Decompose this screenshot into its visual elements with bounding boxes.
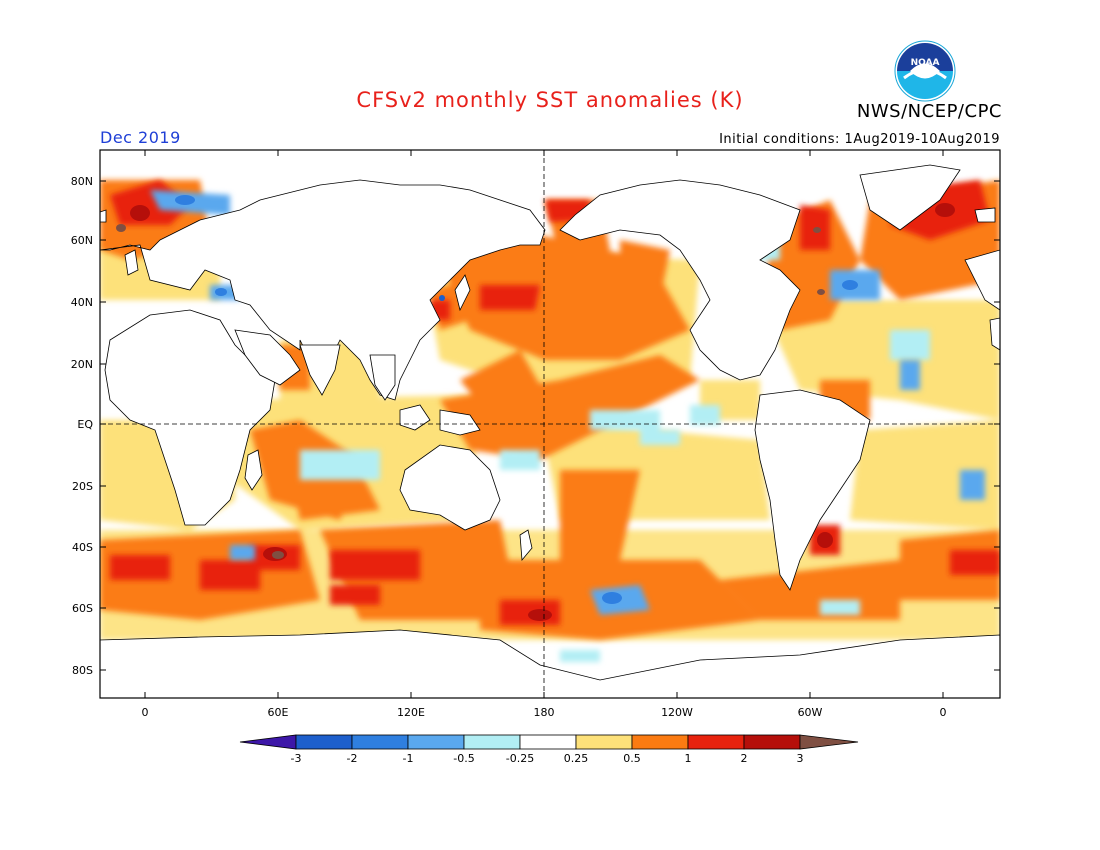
agency-label: NWS/NCEP/CPC [856, 101, 1002, 122]
colorbar-box [295, 734, 353, 750]
lat-tick-label: 40S [72, 541, 93, 554]
colorbar-level-label: -0.5 [453, 752, 474, 765]
lon-tick-label: 120W [661, 706, 693, 719]
anomaly-field [100, 150, 1000, 698]
lat-tick-label: 60N [71, 234, 93, 247]
lon-tick-label: 60E [268, 706, 289, 719]
lat-tick-label: EQ [77, 418, 93, 431]
colorbar-box [687, 734, 745, 750]
lat-tick-label: 80N [71, 175, 93, 188]
colorbar-level-label: 2 [741, 752, 748, 765]
lon-tick-label: 120E [397, 706, 425, 719]
lat-tick-label: 60S [72, 602, 93, 615]
colorbar-level-label: -0.25 [506, 752, 534, 765]
lat-tick-label: 40N [71, 296, 93, 309]
svg-text:NOAA: NOAA [911, 58, 940, 68]
lon-tick-label: 180 [534, 706, 555, 719]
initial-conditions-label: Initial conditions: 1Aug2019-10Aug2019 [719, 132, 1000, 147]
latitude-axis: 80N 60N 40N 20N EQ 20S 40S 60S 80S [71, 175, 1000, 677]
colorbar-level-label: 3 [797, 752, 804, 765]
lat-tick-label: 20N [71, 358, 93, 371]
lat-tick-label: 80S [72, 664, 93, 677]
colorbar-box [463, 734, 521, 750]
colorbar-box [575, 734, 633, 750]
lon-tick-label: 0 [142, 706, 149, 719]
valid-month-label: Dec 2019 [100, 128, 181, 147]
colorbar-level-label: 1 [685, 752, 692, 765]
colorbar-level-label: -2 [347, 752, 358, 765]
colorbar-level-label: -3 [291, 752, 302, 765]
colorbar-level-label: 0.25 [564, 752, 589, 765]
colorbar-box [407, 734, 465, 750]
noaa-logo-icon: NOAA [894, 40, 956, 102]
longitude-axis: 0 60E 120E 180 120W 60W 0 [142, 150, 947, 719]
colorbar-box [519, 734, 577, 750]
lon-tick-label: 60W [798, 706, 823, 719]
colorbar-box [743, 734, 801, 750]
colorbar-arrow-high [799, 734, 859, 750]
colorbar-box [631, 734, 689, 750]
colorbar: -3 -2 -1 -0.5 -0.25 0.25 0.5 1 2 3 [239, 734, 859, 765]
colorbar-box [351, 734, 409, 750]
colorbar-level-label: -1 [403, 752, 414, 765]
land-masses [100, 164, 1000, 698]
colorbar-level-label: 0.5 [623, 752, 641, 765]
lon-tick-label: 0 [940, 706, 947, 719]
colorbar-arrow-low [239, 734, 297, 750]
map-title: CFSv2 monthly SST anomalies (K) [356, 88, 744, 112]
lat-tick-label: 20S [72, 480, 93, 493]
